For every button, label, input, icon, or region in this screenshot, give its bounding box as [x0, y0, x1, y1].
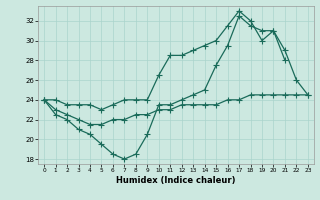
X-axis label: Humidex (Indice chaleur): Humidex (Indice chaleur) [116, 176, 236, 185]
